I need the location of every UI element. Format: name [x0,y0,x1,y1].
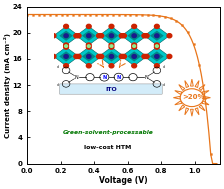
X-axis label: Voltage (V): Voltage (V) [99,176,148,185]
Text: Green-solvent-processable: Green-solvent-processable [63,130,153,136]
Text: low-cost HTM: low-cost HTM [84,145,132,150]
Y-axis label: Current density (mA cm⁻²): Current density (mA cm⁻²) [4,33,11,138]
